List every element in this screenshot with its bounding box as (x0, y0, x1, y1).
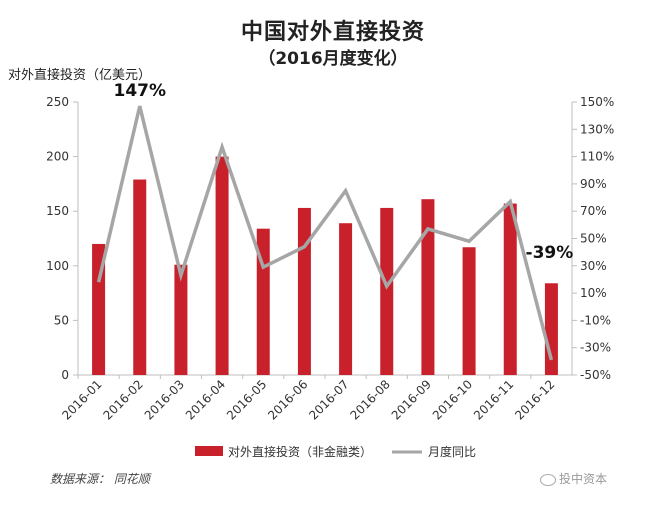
chart-subtitle: （2016月度变化） (258, 49, 408, 69)
source-note: 数据来源： 同花顺 (50, 472, 150, 486)
y-right-tick-label: 70% (580, 204, 607, 218)
annotation-label: 147% (113, 81, 166, 101)
y-right-tick-label: 90% (580, 177, 607, 191)
y-left-tick-label: 150 (46, 204, 69, 218)
x-tick-label: 2016-03 (142, 377, 187, 422)
x-tick-label: 2016-11 (471, 377, 516, 422)
x-tick-label: 2016-02 (101, 377, 146, 422)
x-tick-label: 2016-04 (183, 377, 228, 422)
bar-2016-04 (215, 156, 229, 375)
y-left-tick-label: 0 (61, 368, 69, 382)
chart-title: 中国对外直接投资 (240, 20, 425, 45)
line-series-yoy (96, 105, 554, 361)
wechat-icon (540, 473, 556, 486)
watermark: 投中资本 (540, 470, 607, 487)
x-tick-label: 2016-12 (512, 377, 557, 422)
y-right-tick-label: 110% (580, 150, 614, 164)
bar-2016-02 (133, 179, 147, 375)
x-tick-label: 2016-10 (430, 377, 475, 422)
annotation-label: -39% (526, 243, 574, 263)
bar-2016-03 (174, 264, 188, 375)
x-tick-label: 2016-01 (59, 377, 104, 422)
bar-2016-12 (544, 283, 558, 375)
watermark-text: 投中资本 (559, 472, 608, 486)
bar-2016-07 (339, 223, 353, 375)
y-right-tick-label: -10% (580, 313, 611, 327)
y-right-tick-label: 10% (580, 286, 607, 300)
y-right-tick-label: 50% (580, 232, 607, 246)
x-tick-label: 2016-09 (389, 377, 434, 422)
y-axis-left-label: 对外直接投资（亿美元） (8, 68, 152, 83)
y-right-tick-label: -50% (580, 368, 611, 382)
y-right-tick-label: -30% (580, 341, 611, 355)
legend-swatch-bar (195, 446, 223, 456)
bar-2016-09 (421, 199, 435, 375)
x-tick-label: 2016-08 (348, 377, 393, 422)
x-tick-label: 2016-07 (306, 377, 351, 422)
x-tick-label: 2016-05 (224, 377, 269, 422)
y-right-tick-label: 130% (580, 122, 614, 136)
x-tick-label: 2016-06 (265, 377, 310, 422)
bar-2016-01 (92, 243, 106, 375)
y-right-tick-label: 30% (580, 259, 607, 273)
bar-2016-08 (380, 207, 394, 375)
y-right-tick-label: 150% (580, 95, 614, 109)
legend-label-line: 月度同比 (428, 444, 476, 459)
legend-label-bar: 对外直接投资（非金融类） (228, 444, 372, 459)
y-left-tick-label: 200 (46, 150, 69, 164)
bar-2016-11 (503, 203, 517, 375)
bar-2016-06 (297, 207, 311, 375)
bar-2016-10 (462, 247, 476, 375)
y-left-tick-label: 250 (46, 95, 69, 109)
y-left-tick-label: 100 (46, 259, 69, 273)
y-left-tick-label: 50 (54, 313, 69, 327)
